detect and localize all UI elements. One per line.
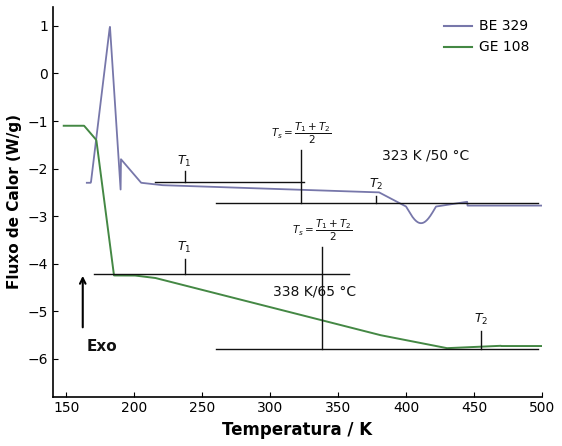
Text: 323 K /50 °C: 323 K /50 °C [382,148,469,162]
Text: $T_1$: $T_1$ [178,153,192,169]
X-axis label: Temperatura / K: Temperatura / K [223,421,373,439]
Legend: BE 329, GE 108: BE 329, GE 108 [439,14,535,60]
Text: Exo: Exo [87,339,117,354]
Text: $T_2$: $T_2$ [369,177,383,192]
Text: $T_s = \dfrac{T_1+T_2}{2}$: $T_s = \dfrac{T_1+T_2}{2}$ [271,121,332,146]
Text: $T_1$: $T_1$ [178,240,192,255]
Text: $T_s = \dfrac{T_1+T_2}{2}$: $T_s = \dfrac{T_1+T_2}{2}$ [292,218,352,243]
Text: $T_2$: $T_2$ [474,312,488,327]
Text: 338 K/65 °C: 338 K/65 °C [273,284,356,298]
Y-axis label: Fluxo de Calor (W/g): Fluxo de Calor (W/g) [7,114,22,289]
